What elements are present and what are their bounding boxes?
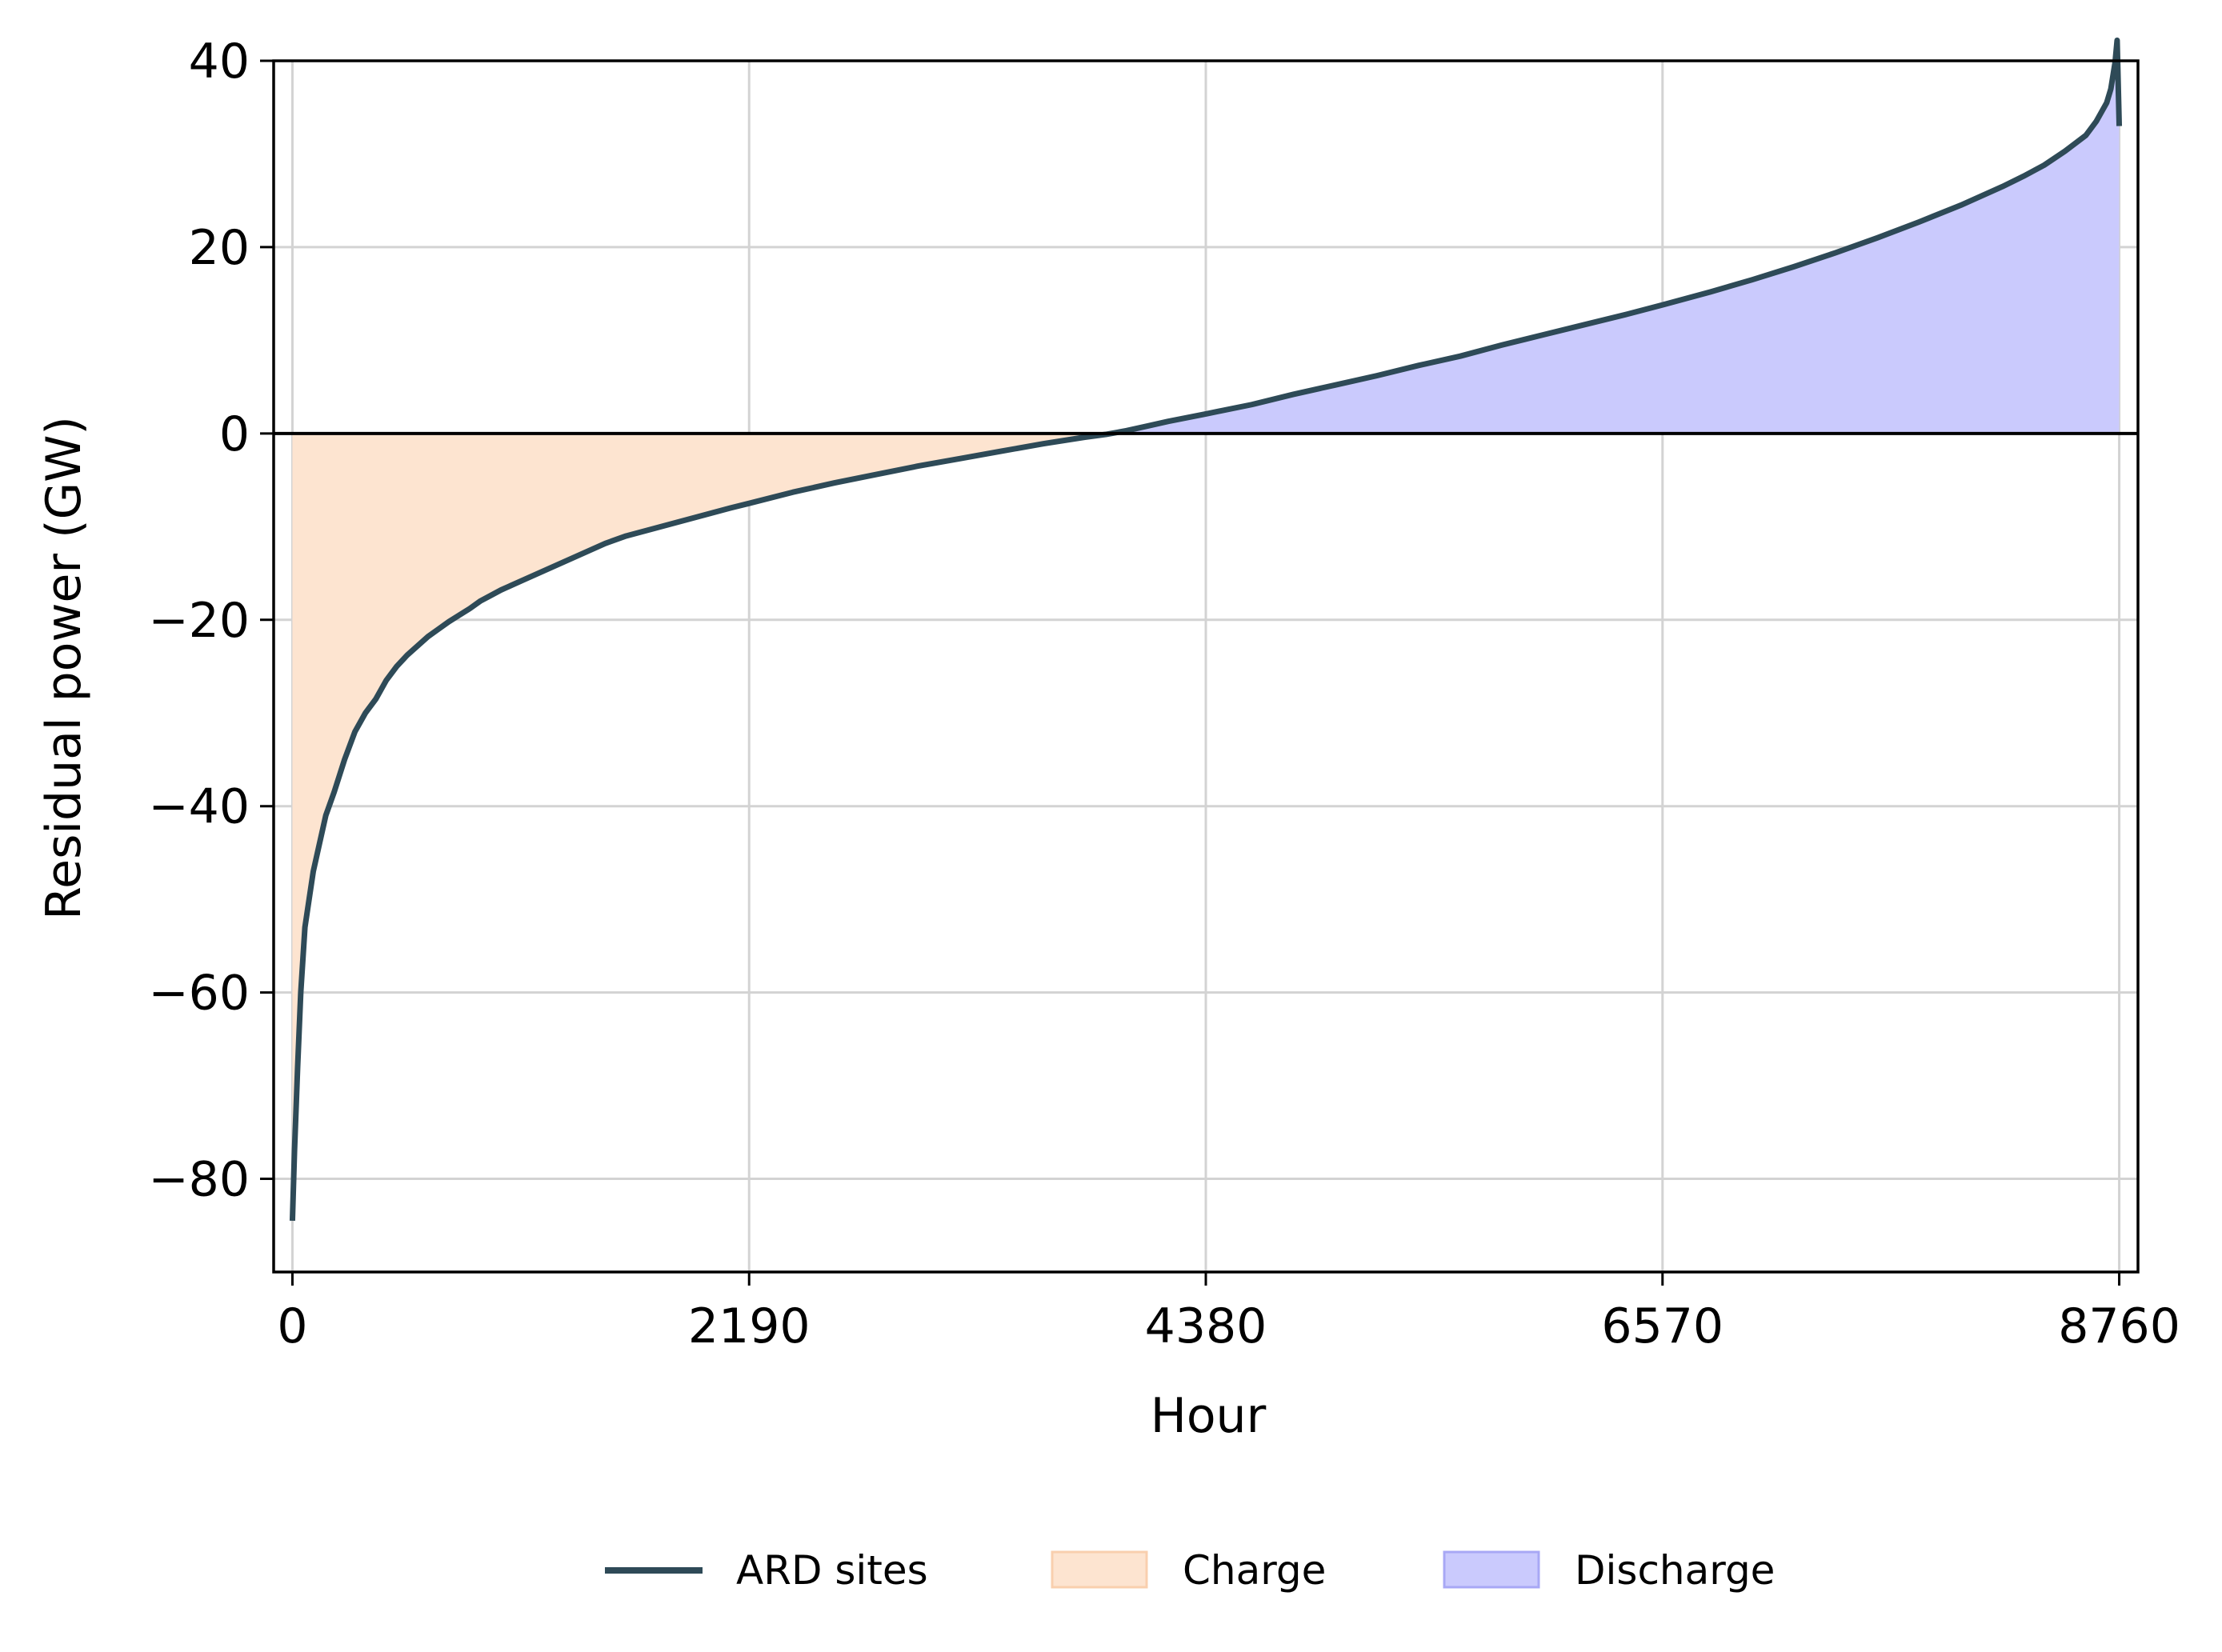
line-layer [289,37,2123,1222]
x-tick-label: 4380 [1145,1298,1267,1354]
y-tick-label: 20 [189,220,250,276]
y-tick-label: 40 [189,34,250,90]
legend-label-discharge: Discharge [1575,1547,1775,1594]
legend-discharge-swatch [1443,1550,1540,1589]
discharge-area [1111,40,2120,434]
x-tick-label: 0 [277,1298,307,1354]
x-tick-label: 8760 [2058,1298,2180,1354]
y-tick-label: −80 [148,1152,250,1208]
y-axis-title: Residual power (GW) [36,416,92,920]
y-tick-label: −60 [148,966,250,1022]
x-tick-label: 2190 [688,1298,811,1354]
fill-layer [292,40,2120,1221]
y-tick-label: −40 [148,779,250,835]
legend: ARD sites Charge Discharge [605,1547,1775,1594]
legend-charge-swatch [1051,1550,1148,1589]
charge-area [292,433,1111,1221]
legend-label-ard-sites: ARD sites [736,1547,928,1594]
y-tick-label: −20 [148,593,250,649]
x-tick-label: 6570 [1601,1298,1724,1354]
y-tick-label: 0 [219,406,250,462]
x-axis-title: Hour [1151,1388,1267,1444]
ard-sites-line [289,37,2123,1222]
legend-label-charge: Charge [1183,1547,1326,1594]
tick-layer: 0 2190 4380 6570 8760 −80 −60 −40 −20 0 20 40 [148,34,2180,1354]
